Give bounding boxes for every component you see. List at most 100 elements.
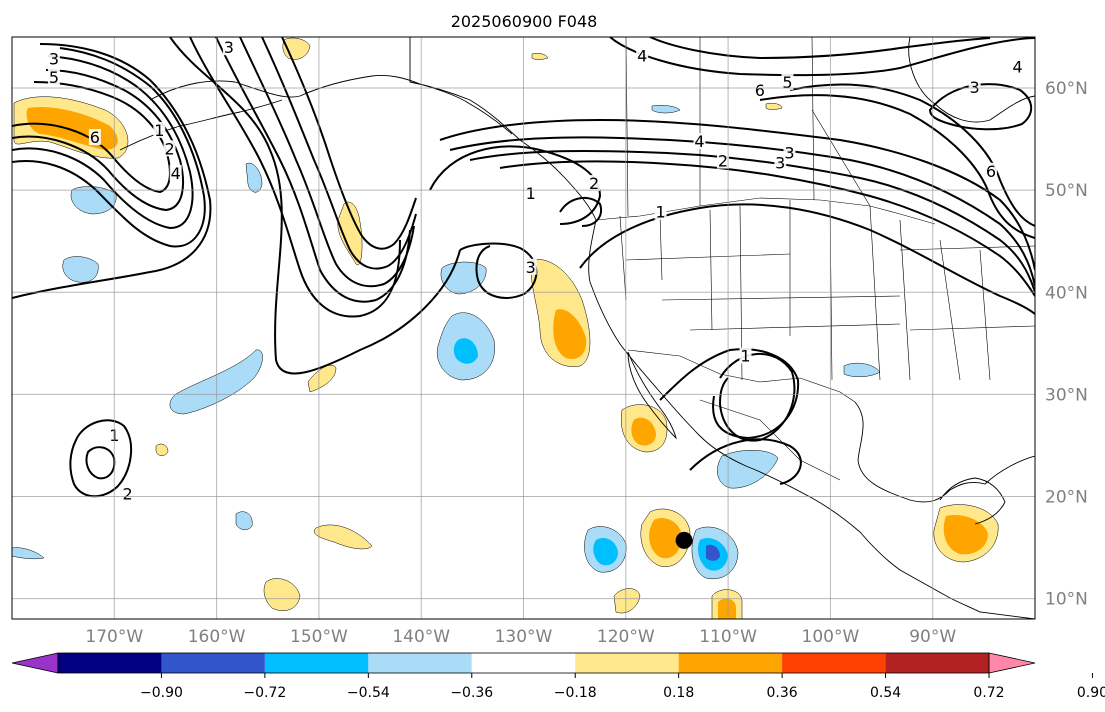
colorbar-segment	[678, 653, 783, 673]
latitude-tick-label: 30°N	[1045, 385, 1088, 405]
contour-label: 1	[154, 121, 164, 140]
contour-label-background	[121, 485, 134, 502]
colorbar-tick-label: 0.72	[973, 685, 1004, 701]
canada-us-border	[595, 197, 936, 225]
positive-anomaly-region	[314, 524, 373, 550]
state-border	[899, 219, 911, 381]
contour-label-background	[153, 121, 166, 138]
latitude-tick-label: 60°N	[1045, 79, 1088, 99]
contour-label: 2	[164, 139, 174, 158]
contour-label-background	[654, 203, 667, 220]
contour-label-background	[739, 347, 752, 364]
colorbar-segment	[471, 653, 576, 673]
negative-anomaly-peak	[706, 544, 720, 561]
contour-label-background	[1011, 58, 1024, 75]
contour-label-background	[47, 50, 60, 67]
contour-label: 3	[784, 143, 794, 162]
colorbar-tick-label: 0.18	[663, 685, 694, 701]
negative-anomaly-region	[651, 104, 681, 114]
longitude-tick-label: 140°W	[392, 627, 450, 647]
state-border	[625, 253, 791, 261]
contour-line	[281, 37, 417, 250]
colorbar-extend-high	[988, 652, 1036, 674]
contour-label-background	[783, 144, 796, 161]
colorbar-segment	[161, 653, 265, 673]
positive-anomaly-core	[943, 514, 988, 555]
contour-line	[439, 118, 1035, 271]
longitude-labels: 170°W 160°W 150°W 140°W 130°W 120°W 110°W 100°W…	[85, 627, 956, 647]
contour-label-background	[753, 82, 766, 99]
positive-anomaly-core	[718, 598, 736, 619]
contour-label: 4	[694, 132, 704, 151]
us-mexico-border	[627, 349, 856, 403]
contour-line	[449, 136, 1035, 287]
gulf-coastline	[854, 401, 1035, 503]
contour-line	[12, 47, 206, 248]
colorbar-tick-label: −0.54	[347, 685, 390, 701]
colorbar-tick-label: −0.18	[554, 685, 597, 701]
longitude-tick-label: 120°W	[597, 627, 655, 647]
state-border	[909, 325, 1035, 331]
contour-line	[429, 145, 602, 225]
state-border	[979, 249, 991, 381]
positive-anomaly-core	[553, 309, 587, 360]
hudson-bay-coastline	[908, 37, 1035, 123]
state-border	[689, 323, 901, 331]
contour-label-background	[636, 47, 649, 64]
contour-line	[69, 419, 133, 498]
colorbar-tick-label: −0.36	[450, 685, 493, 701]
contour-line	[649, 37, 991, 60]
contour-line	[12, 43, 212, 299]
latitude-labels: 60°N 50°N 40°N 30°N 20°N 10°N	[1045, 79, 1088, 610]
mexico-state-border	[699, 399, 841, 481]
longitude-tick-label: 90°W	[909, 627, 956, 647]
baja-peninsula-coastline	[627, 351, 677, 440]
state-border	[619, 215, 627, 301]
colorbar-extend-low	[11, 652, 59, 674]
latitude-tick-label: 20°N	[1045, 487, 1088, 507]
aleutian-islands	[119, 99, 283, 151]
contour-label: 4	[637, 46, 647, 65]
contour-line	[12, 55, 194, 230]
contour-line	[718, 352, 796, 442]
contour-label: 6	[755, 81, 765, 100]
colorbar-tick-label: 0.90	[1077, 685, 1105, 701]
contour-label-background	[169, 164, 182, 181]
longitude-tick-label: 100°W	[802, 627, 860, 647]
contour-label: 3	[224, 38, 234, 57]
contour-label-background	[588, 175, 601, 192]
contour-line	[189, 37, 401, 318]
contour-label: 1	[655, 203, 665, 222]
contour-line	[659, 348, 800, 440]
colorbar-frame	[57, 652, 990, 674]
contour-label-background	[222, 39, 235, 56]
yucatan-coastline	[939, 477, 1006, 525]
contour-label-background	[781, 73, 794, 90]
state-border	[899, 245, 1035, 251]
longitude-tick-label: 150°W	[290, 627, 348, 647]
colorbar-segment	[368, 653, 472, 673]
colorbar-segment	[58, 653, 162, 673]
positive-anomaly-core	[631, 417, 656, 446]
contour-line	[789, 83, 1035, 227]
contour-line	[559, 196, 602, 227]
contour-line	[85, 446, 116, 480]
positive-anomaly-region	[155, 443, 169, 456]
negative-anomaly-region	[245, 162, 263, 193]
contour-label: 3	[775, 154, 785, 173]
contour-line	[499, 160, 1035, 297]
contour-label-background	[774, 154, 787, 171]
state-border	[939, 239, 961, 381]
contour-line	[169, 37, 461, 375]
province-border	[811, 37, 815, 201]
latitude-tick-label: 50°N	[1045, 181, 1088, 201]
colorbar-tick-label: 0.54	[870, 685, 901, 701]
contour-label-background	[524, 258, 537, 275]
contour-label: 1	[740, 347, 750, 366]
contour-label: 5	[49, 68, 59, 87]
positive-anomaly-region	[765, 102, 783, 110]
contour-label-background	[88, 129, 101, 146]
contour-line	[239, 37, 415, 288]
colorbar-tick-label: −0.90	[140, 685, 183, 701]
